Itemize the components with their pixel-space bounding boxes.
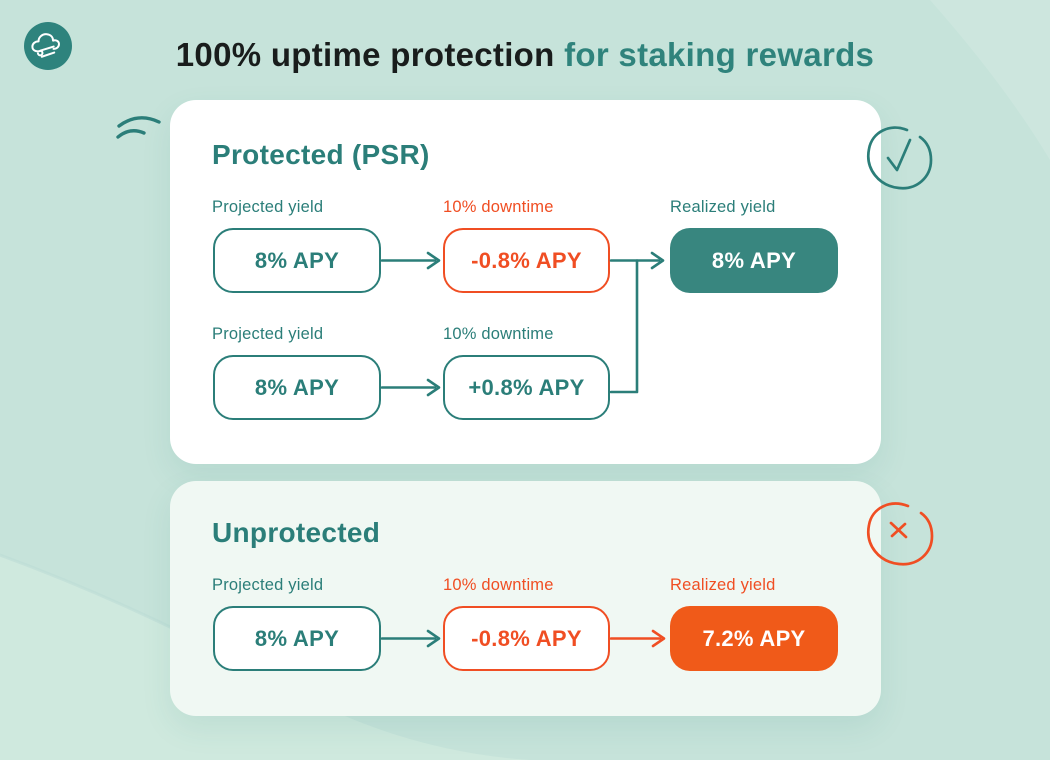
realized-yield-label: Realized yield — [670, 576, 776, 594]
apy-value: 8% APY — [711, 247, 797, 273]
page-title-main: 100% uptime protection — [175, 36, 555, 73]
apy-value: -0.8% APY — [471, 247, 582, 273]
downtime-apy-box: +0.8% APY — [443, 355, 610, 420]
realized-yield-label: Realized yield — [670, 198, 776, 216]
projected-yield-label: Projected yield — [212, 576, 324, 594]
logo-circle — [24, 22, 72, 70]
apy-value: 8% APY — [254, 247, 340, 273]
page-title: 100% uptime protection for staking rewar… — [0, 36, 1050, 74]
projected-yield-label: Projected yield — [212, 198, 324, 216]
downtime-apy-box: -0.8% APY — [443, 606, 610, 671]
projected-yield-label: Projected yield — [212, 325, 324, 343]
downtime-label: 10% downtime — [443, 325, 554, 343]
protected-card-title: Protected (PSR) — [212, 139, 430, 170]
downtime-label: 10% downtime — [443, 576, 554, 594]
page-title-accent: for staking rewards — [554, 36, 875, 73]
x-mark — [890, 522, 907, 538]
sketch-arcs-icon — [116, 116, 161, 139]
unprotected-card-title: Unprotected — [212, 517, 381, 548]
chef-hat-icon — [31, 33, 60, 58]
projected-apy-box: 8% APY — [213, 228, 381, 293]
apy-value: -0.8% APY — [471, 625, 582, 651]
apy-value: 8% APY — [254, 374, 340, 400]
apy-value: 8% APY — [254, 625, 340, 651]
x-mark — [889, 521, 908, 539]
projected-apy-box: 8% APY — [213, 355, 381, 420]
apy-value: +0.8% APY — [468, 374, 585, 400]
downtime-apy-box: -0.8% APY — [443, 228, 610, 293]
app-logo — [24, 22, 72, 70]
check-mark — [886, 138, 912, 172]
bg-wave-top-right — [930, 0, 1050, 160]
downtime-label: 10% downtime — [443, 198, 554, 216]
realized-apy-box: 8% APY — [670, 228, 838, 293]
realized-apy-box: 7.2% APY — [670, 606, 838, 671]
apy-value: 7.2% APY — [702, 625, 806, 651]
projected-apy-box: 8% APY — [213, 606, 381, 671]
